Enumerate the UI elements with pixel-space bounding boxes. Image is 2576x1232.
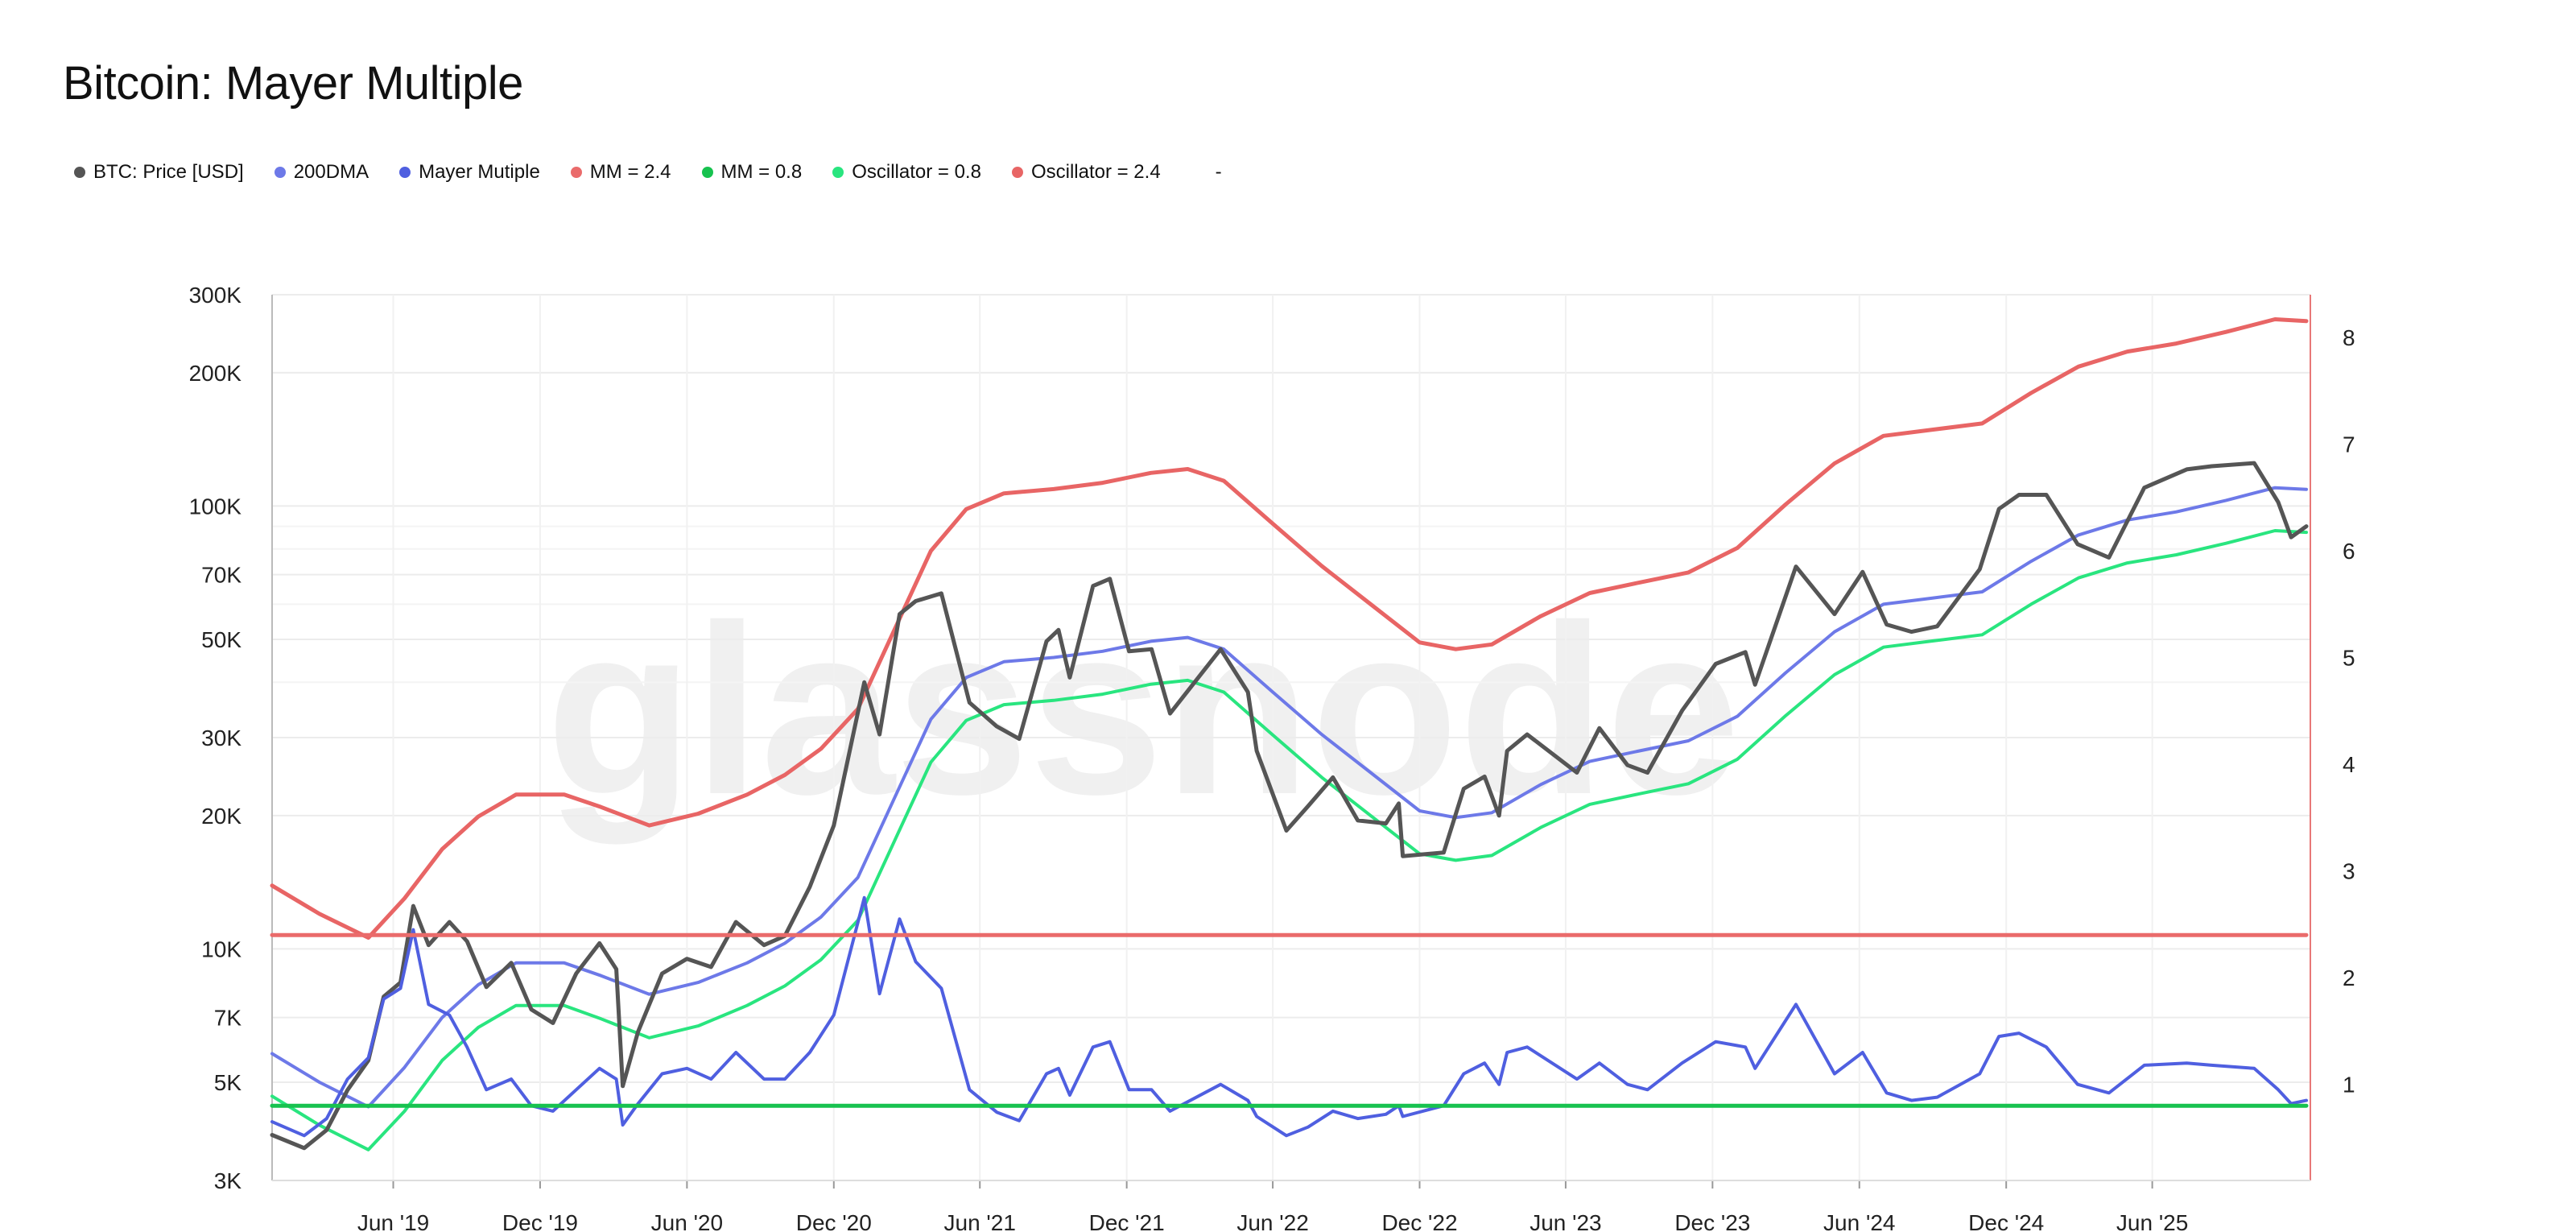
axes [271, 295, 2311, 1189]
right-axis-tick-label: 4 [2343, 752, 2355, 777]
series-line-200dma[interactable] [270, 486, 2308, 1109]
legend-dot-icon [1011, 167, 1023, 178]
x-axis-tick-label: Dec '22 [1381, 1210, 1457, 1232]
legend-dot-icon [274, 167, 286, 178]
right-axis-tick-label: 6 [2343, 539, 2355, 564]
legend-label: MM = 2.4 [589, 161, 671, 183]
legend-label: BTC: Price [USD] [93, 161, 244, 183]
series-lines [270, 317, 2309, 1151]
left-axis-tick-label: 3K [214, 1168, 242, 1193]
x-axis-tick-label: Dec '23 [1674, 1210, 1750, 1232]
left-axis-tick-label: 30K [201, 726, 242, 750]
legend-label: MM = 0.8 [720, 161, 803, 183]
chart-legend: BTC: Price [USD] 200DMA Mayer Mutiple MM = … [74, 161, 1253, 184]
left-axis-tick-label: 100K [189, 494, 242, 519]
series-line-oscillator-0-8[interactable] [270, 529, 2308, 1151]
legend-item[interactable]: BTC: Price [USD] [74, 161, 244, 184]
x-axis-tick-label: Jun '19 [357, 1210, 429, 1232]
left-axis-tick-label: 70K [201, 563, 242, 588]
legend-dot-icon [399, 167, 411, 178]
left-axis-tick-label: 300K [189, 283, 242, 308]
left-axis-tick-label: 10K [201, 936, 242, 961]
x-axis-tick-label: Dec '20 [796, 1210, 872, 1232]
legend-dot-icon [74, 167, 85, 178]
x-axis-tick-label: Jun '20 [651, 1210, 723, 1232]
legend-item[interactable]: Oscillator = 2.4 [1011, 161, 1161, 184]
x-axis-tick-label: Dec '21 [1089, 1210, 1165, 1232]
left-axis-tick-label: 20K [201, 804, 242, 829]
legend-item[interactable]: 200DMA [274, 161, 369, 184]
series-line-oscillator-2-4[interactable] [270, 317, 2309, 940]
x-axis-tick-label: Jun '22 [1236, 1210, 1308, 1232]
legend-label: Oscillator = 2.4 [1030, 161, 1161, 183]
legend-item[interactable]: Oscillator = 0.8 [832, 161, 981, 184]
legend-label: Mayer Mutiple [419, 161, 540, 183]
right-axis-tick-label: 7 [2343, 432, 2355, 457]
legend-label: - [1215, 161, 1222, 183]
x-axis-tick-label: Dec '24 [1968, 1210, 2044, 1232]
left-axis-tick-label: 200K [189, 361, 242, 386]
x-axis-tick-label: Jun '23 [1530, 1210, 1601, 1232]
x-axis-tick-label: Jun '25 [2116, 1210, 2188, 1232]
right-axis-tick-label: 1 [2343, 1073, 2355, 1098]
right-axis-tick-label: 3 [2343, 859, 2355, 884]
right-axis-tick-label: 2 [2343, 965, 2355, 990]
legend-item[interactable]: Mayer Mutiple [399, 161, 540, 184]
legend-label: Oscillator = 0.8 [852, 161, 981, 183]
legend-item[interactable]: - [1216, 161, 1222, 184]
left-axis-tick-label: 50K [201, 627, 242, 652]
right-axis-tick-label: 5 [2343, 646, 2355, 671]
tick-labels: 300K 200K 100K 70K 50K 30K 20K 10K 7K 5K 3K Jun '19… [189, 283, 2355, 1232]
left-axis-tick-label: 7K [214, 1006, 242, 1031]
right-axis-tick-label: 8 [2343, 325, 2355, 350]
x-axis-tick-label: Dec '19 [502, 1210, 578, 1232]
x-axis-tick-label: Jun '21 [944, 1210, 1016, 1232]
legend-item[interactable]: MM = 2.4 [570, 161, 671, 184]
legend-dot-icon [832, 167, 844, 178]
legend-item[interactable]: MM = 0.8 [701, 161, 803, 184]
legend-label: 200DMA [293, 161, 369, 183]
grid-lines [272, 294, 2310, 1181]
x-axis-tick-label: Jun '24 [1823, 1210, 1895, 1232]
watermark-logo: glassnode [546, 574, 1740, 846]
legend-dot-icon [701, 167, 713, 178]
page-title: Bitcoin: Mayer Multiple [63, 57, 523, 110]
series-line-btc-price-usd[interactable] [270, 461, 2309, 1151]
left-axis-tick-label: 5K [214, 1070, 242, 1095]
legend-dot-icon [570, 167, 582, 178]
